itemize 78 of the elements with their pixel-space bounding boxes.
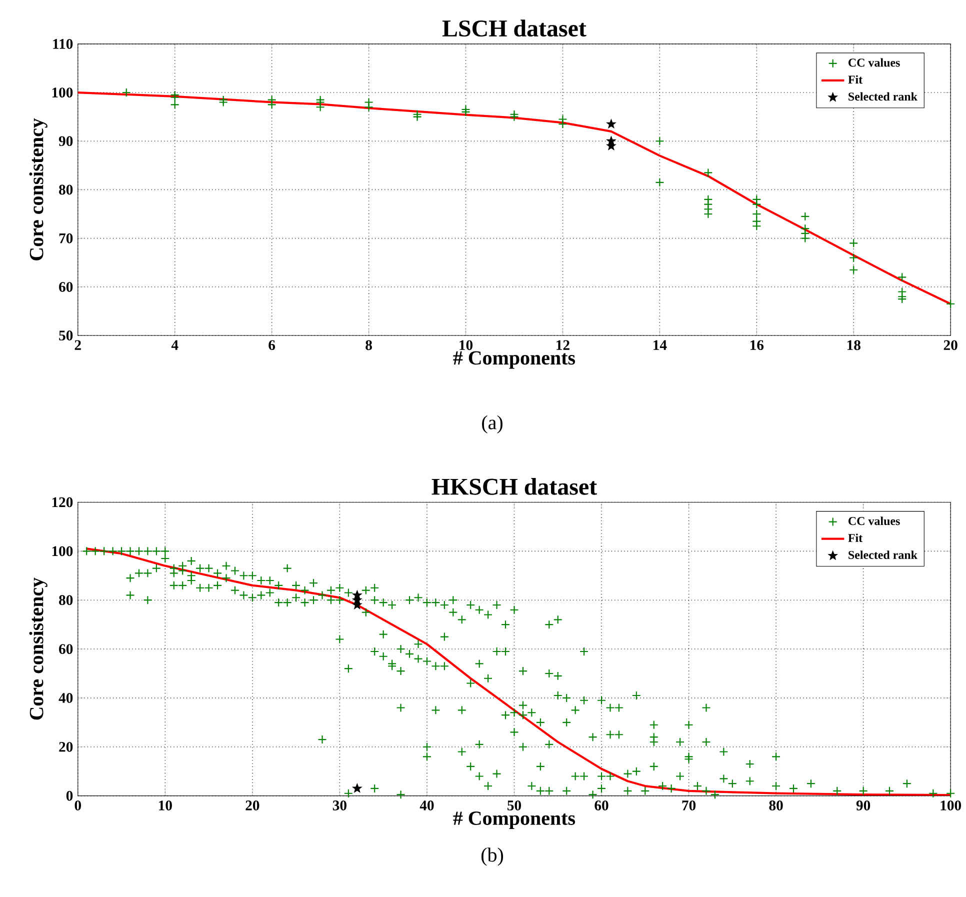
point bbox=[704, 210, 713, 219]
x-tick-label: 18 bbox=[847, 340, 860, 350]
x-tick-label: 70 bbox=[682, 800, 696, 811]
point bbox=[170, 93, 180, 102]
x-tick-label: 90 bbox=[856, 800, 870, 811]
point bbox=[849, 253, 858, 262]
chart-title: HKSCH dataset bbox=[432, 478, 597, 496]
x-tick-label: 30 bbox=[332, 800, 346, 811]
point bbox=[849, 238, 858, 248]
point bbox=[510, 110, 519, 120]
point bbox=[752, 222, 762, 231]
legend-label: Fit bbox=[848, 534, 863, 542]
x-tick-label: 50 bbox=[508, 800, 522, 811]
x-tick-label: 14 bbox=[654, 340, 667, 350]
point bbox=[946, 300, 956, 309]
x-tick-label: 80 bbox=[769, 800, 783, 811]
point bbox=[316, 102, 325, 112]
y-tick-label: 80 bbox=[59, 184, 73, 195]
point bbox=[218, 98, 228, 107]
y-tick-label: 120 bbox=[52, 497, 73, 508]
legend-label: CC values bbox=[848, 516, 900, 526]
point bbox=[267, 100, 276, 110]
x-tick-label: 100 bbox=[940, 800, 962, 811]
y-axis-title: Core consistency bbox=[29, 118, 48, 261]
point bbox=[461, 108, 470, 117]
chart-title: LSCH dataset bbox=[442, 20, 586, 37]
point bbox=[558, 120, 568, 129]
point bbox=[704, 168, 713, 178]
point bbox=[170, 100, 180, 110]
y-tick-label: 40 bbox=[58, 693, 73, 704]
y-tick-label: 60 bbox=[59, 282, 73, 292]
text: (a) bbox=[482, 415, 502, 434]
x-tick-label: 16 bbox=[750, 340, 764, 350]
point bbox=[352, 784, 362, 792]
text: (b) bbox=[482, 848, 504, 866]
point bbox=[122, 88, 131, 98]
y-axis-title: Core consistency bbox=[29, 578, 48, 720]
point bbox=[849, 266, 858, 275]
y-tick-label: 90 bbox=[58, 136, 73, 146]
x-tick-label: 20 bbox=[944, 340, 958, 350]
y-tick-label: 80 bbox=[59, 595, 73, 606]
legend-label: Selected rank bbox=[848, 550, 918, 560]
point bbox=[364, 102, 374, 112]
x-tick-label: 4 bbox=[171, 340, 178, 350]
y-tick-label: 70 bbox=[59, 234, 73, 244]
y-tick-label: 110 bbox=[53, 39, 73, 50]
point bbox=[606, 120, 616, 128]
legend-label: CC values bbox=[848, 58, 900, 67]
x-tick-label: 10 bbox=[159, 800, 172, 811]
point bbox=[752, 210, 762, 219]
point bbox=[752, 200, 762, 209]
y-tick-label: 100 bbox=[52, 88, 73, 98]
y-tick-label: 20 bbox=[59, 742, 73, 752]
point bbox=[655, 136, 664, 146]
x-tick-label: 60 bbox=[594, 800, 608, 811]
y-tick-label: 100 bbox=[52, 546, 73, 556]
x-tick-label: 2 bbox=[74, 340, 81, 350]
point bbox=[412, 112, 422, 122]
x-tick-label: 20 bbox=[246, 800, 260, 811]
x-tick-label: 12 bbox=[556, 340, 570, 350]
y-tick-label: 50 bbox=[59, 330, 73, 341]
x-tick-label: 10 bbox=[460, 340, 473, 350]
point bbox=[800, 234, 810, 243]
x-tick-label: 8 bbox=[366, 340, 372, 350]
y-tick-label: 60 bbox=[59, 644, 73, 654]
x-tick-label: 0 bbox=[74, 800, 81, 811]
point bbox=[898, 294, 907, 304]
legend-label: Selected rank bbox=[848, 92, 918, 101]
line-series bbox=[78, 92, 951, 306]
legend-label: Fit bbox=[848, 75, 863, 84]
point bbox=[800, 212, 810, 222]
x-axis-title: # Components bbox=[453, 351, 576, 369]
x-tick-label: 40 bbox=[420, 800, 434, 811]
x-axis-title: # Components bbox=[453, 812, 576, 830]
y-tick-label: 0 bbox=[66, 791, 73, 801]
point bbox=[898, 272, 907, 282]
point bbox=[655, 178, 664, 188]
x-tick-label: 6 bbox=[268, 340, 276, 350]
